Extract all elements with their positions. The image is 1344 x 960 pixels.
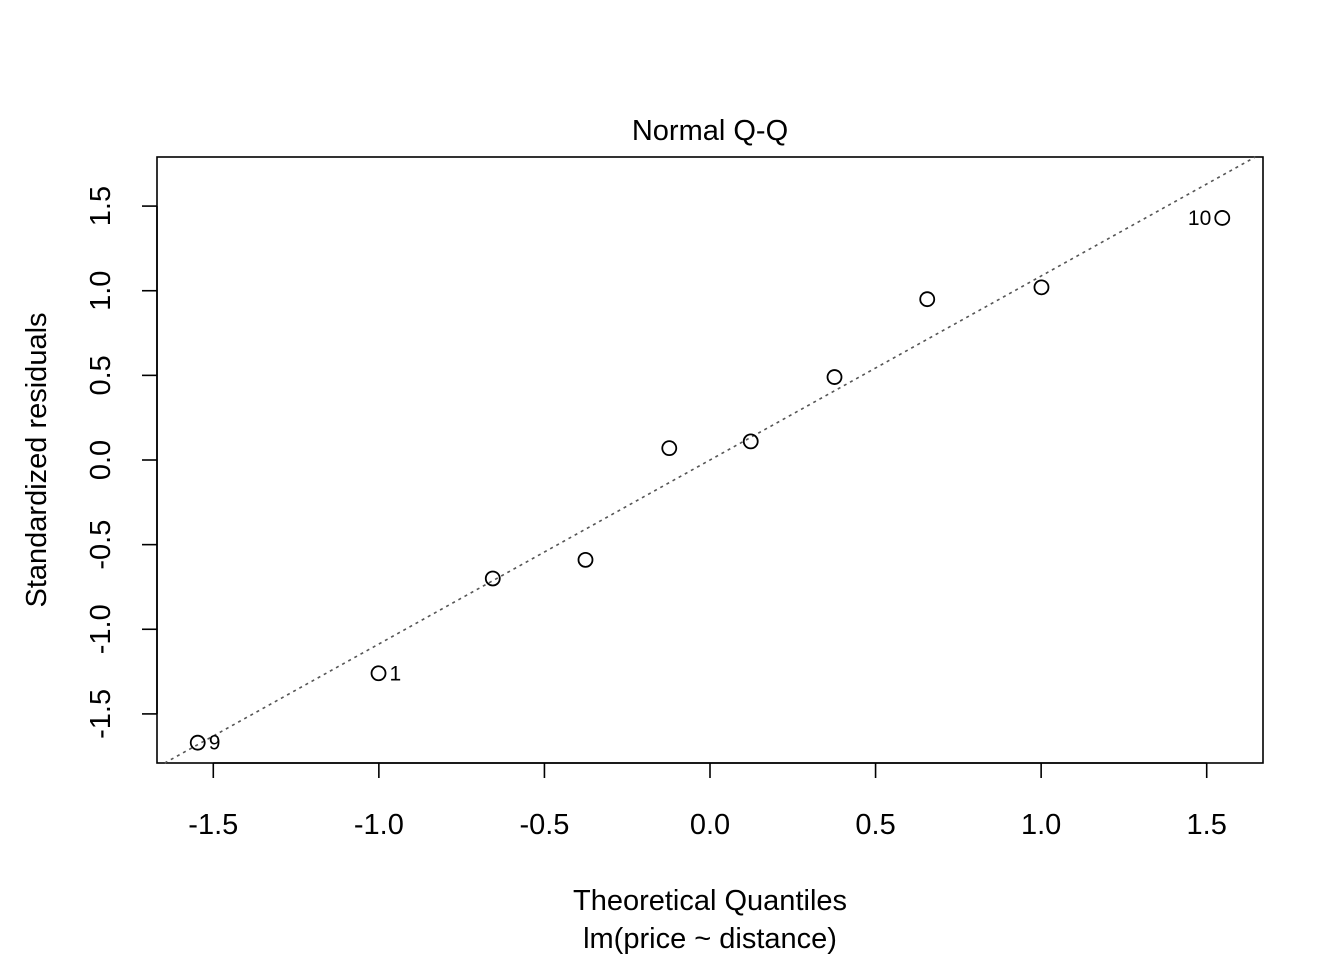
point-label: 1 [390, 662, 402, 685]
data-point [370, 665, 387, 682]
y-tick-label: 0.5 [85, 355, 117, 395]
y-axis-label: Standardized residuals [21, 312, 53, 607]
y-tick-label: 1.0 [85, 271, 117, 311]
y-axis: -1.5 -1.0 -0.5 0.0 0.5 1.0 1.5 [85, 186, 158, 739]
data-point [1033, 279, 1050, 296]
y-tick-label: 1.5 [85, 186, 117, 226]
data-point [661, 440, 678, 457]
data-point [919, 291, 936, 308]
data-point [484, 570, 501, 587]
chart-title: Normal Q-Q [632, 115, 788, 147]
model-subtitle: lm(price ~ distance) [583, 923, 837, 955]
x-tick-label: 1.5 [1187, 809, 1227, 841]
x-tick-label: 0.5 [855, 809, 895, 841]
x-tick-label: -1.5 [188, 809, 238, 841]
data-point [189, 734, 206, 751]
x-axis-label: Theoretical Quantiles [573, 885, 847, 917]
points-group: 9 1 10 [189, 207, 1231, 755]
reference-line-group [164, 156, 1256, 764]
x-tick-label: -0.5 [519, 809, 569, 841]
y-tick-label: 0.0 [85, 440, 117, 480]
data-point [577, 551, 594, 568]
y-tick-label: -0.5 [85, 520, 117, 570]
point-label: 9 [209, 732, 221, 755]
x-axis: -1.5 -1.0 -0.5 0.0 0.5 1.0 1.5 [188, 762, 1227, 841]
x-tick-label: 1.0 [1021, 809, 1061, 841]
y-tick-label: -1.5 [85, 689, 117, 739]
reference-line [164, 156, 1256, 764]
x-tick-label: 0.0 [690, 809, 730, 841]
x-tick-label: -1.0 [354, 809, 404, 841]
data-point [826, 369, 843, 385]
data-point [1214, 210, 1231, 226]
y-tick-label: -1.0 [85, 604, 117, 654]
point-label: 10 [1188, 207, 1211, 230]
data-point [742, 433, 759, 450]
